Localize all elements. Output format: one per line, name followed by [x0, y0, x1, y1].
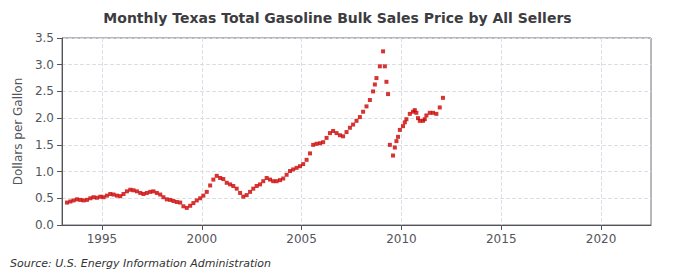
- svg-text:3.0: 3.0: [35, 58, 54, 72]
- svg-text:1.5: 1.5: [35, 138, 54, 152]
- svg-text:2000: 2000: [186, 232, 217, 246]
- svg-text:2015: 2015: [486, 232, 517, 246]
- svg-text:Source: U.S. Energy Informatio: Source: U.S. Energy Information Administ…: [10, 257, 271, 270]
- svg-text:2.0: 2.0: [35, 111, 54, 125]
- svg-text:2020: 2020: [586, 232, 617, 246]
- svg-text:2010: 2010: [386, 232, 417, 246]
- svg-text:1995: 1995: [87, 232, 118, 246]
- svg-text:0.5: 0.5: [35, 191, 54, 205]
- svg-text:2.5: 2.5: [35, 84, 54, 98]
- svg-text:Monthly Texas Total Gasoline B: Monthly Texas Total Gasoline Bulk Sales …: [103, 10, 571, 26]
- svg-text:Dollars per Gallon: Dollars per Gallon: [11, 78, 25, 186]
- svg-text:1.0: 1.0: [35, 165, 54, 179]
- svg-text:3.5: 3.5: [35, 31, 54, 45]
- svg-text:0.0: 0.0: [35, 218, 54, 232]
- svg-text:2005: 2005: [286, 232, 317, 246]
